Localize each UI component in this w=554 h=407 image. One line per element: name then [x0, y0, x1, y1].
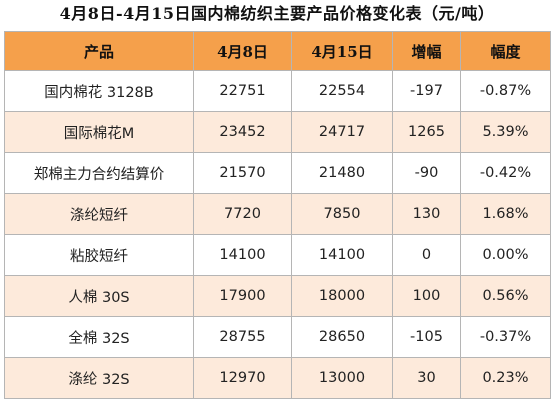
apr15-cell: 7850 [291, 193, 393, 235]
apr8-cell: 23452 [193, 111, 292, 153]
apr15-cell: 22554 [291, 70, 393, 112]
change-cell: -105 [392, 316, 461, 358]
apr8-cell: 14100 [193, 234, 292, 276]
table-row: 全棉 32S 28755 28650 -105 -0.37% [4, 316, 551, 358]
table-row: 郑棉主力合约结算价 21570 21480 -90 -0.42% [4, 152, 551, 194]
column-header-apr15: 4月15日 [291, 31, 393, 71]
change-cell: -197 [392, 70, 461, 112]
percent-cell: 0.23% [460, 357, 551, 399]
percent-cell: 5.39% [460, 111, 551, 153]
table-row: 涤纶 32S 12970 13000 30 0.23% [4, 357, 551, 399]
product-cell: 国际棉花M [4, 111, 194, 153]
table-row: 国内棉花 3128B 22751 22554 -197 -0.87% [4, 70, 551, 112]
percent-cell: -0.87% [460, 70, 551, 112]
change-cell: 0 [392, 234, 461, 276]
change-cell: 1265 [392, 111, 461, 153]
apr15-cell: 14100 [291, 234, 393, 276]
product-cell: 人棉 30S [4, 275, 194, 317]
apr8-cell: 17900 [193, 275, 292, 317]
percent-cell: 0.56% [460, 275, 551, 317]
percent-cell: -0.42% [460, 152, 551, 194]
product-cell: 全棉 32S [4, 316, 194, 358]
column-header-apr8: 4月8日 [193, 31, 292, 71]
apr8-cell: 22751 [193, 70, 292, 112]
change-cell: 130 [392, 193, 461, 235]
apr15-cell: 24717 [291, 111, 393, 153]
column-header-percent: 幅度 [460, 31, 551, 71]
apr15-cell: 18000 [291, 275, 393, 317]
apr15-cell: 28650 [291, 316, 393, 358]
table-title: 4月8日-4月15日国内棉纺织主要产品价格变化表（元/吨） [59, 4, 495, 23]
column-header-product: 产品 [4, 31, 194, 71]
table-row: 人棉 30S 17900 18000 100 0.56% [4, 275, 551, 317]
percent-cell: 1.68% [460, 193, 551, 235]
table-row: 国际棉花M 23452 24717 1265 5.39% [4, 111, 551, 153]
change-cell: 30 [392, 357, 461, 399]
apr8-cell: 7720 [193, 193, 292, 235]
change-cell: 100 [392, 275, 461, 317]
apr15-cell: 21480 [291, 152, 393, 194]
product-cell: 涤纶短纤 [4, 193, 194, 235]
product-cell: 国内棉花 3128B [4, 70, 194, 112]
table-row: 粘胶短纤 14100 14100 0 0.00% [4, 234, 551, 276]
apr8-cell: 12970 [193, 357, 292, 399]
apr8-cell: 21570 [193, 152, 292, 194]
header-row: 产品 4月8日 4月15日 增幅 幅度 [4, 31, 551, 71]
column-header-change: 增幅 [392, 31, 461, 71]
percent-cell: -0.37% [460, 316, 551, 358]
product-cell: 涤纶 32S [4, 357, 194, 399]
product-cell: 郑棉主力合约结算价 [4, 152, 194, 194]
apr15-cell: 13000 [291, 357, 393, 399]
price-change-table: 产品 4月8日 4月15日 增幅 幅度 国内棉花 3128B 22751 225… [4, 31, 551, 399]
percent-cell: 0.00% [460, 234, 551, 276]
apr8-cell: 28755 [193, 316, 292, 358]
product-cell: 粘胶短纤 [4, 234, 194, 276]
table-row: 涤纶短纤 7720 7850 130 1.68% [4, 193, 551, 235]
change-cell: -90 [392, 152, 461, 194]
